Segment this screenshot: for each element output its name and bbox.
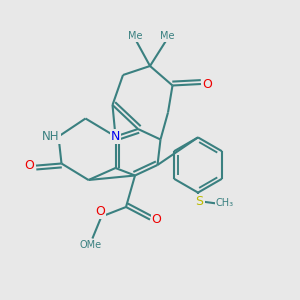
Text: Me: Me [128,31,142,41]
Text: OMe: OMe [80,239,102,250]
Text: O: O [152,213,161,226]
Text: CH₃: CH₃ [216,198,234,208]
Text: O: O [203,77,212,91]
Text: O: O [25,159,34,172]
Text: O: O [95,205,105,218]
Text: NH: NH [42,130,60,143]
Text: S: S [196,195,203,208]
Text: Me: Me [160,31,174,41]
Text: N: N [111,130,120,143]
